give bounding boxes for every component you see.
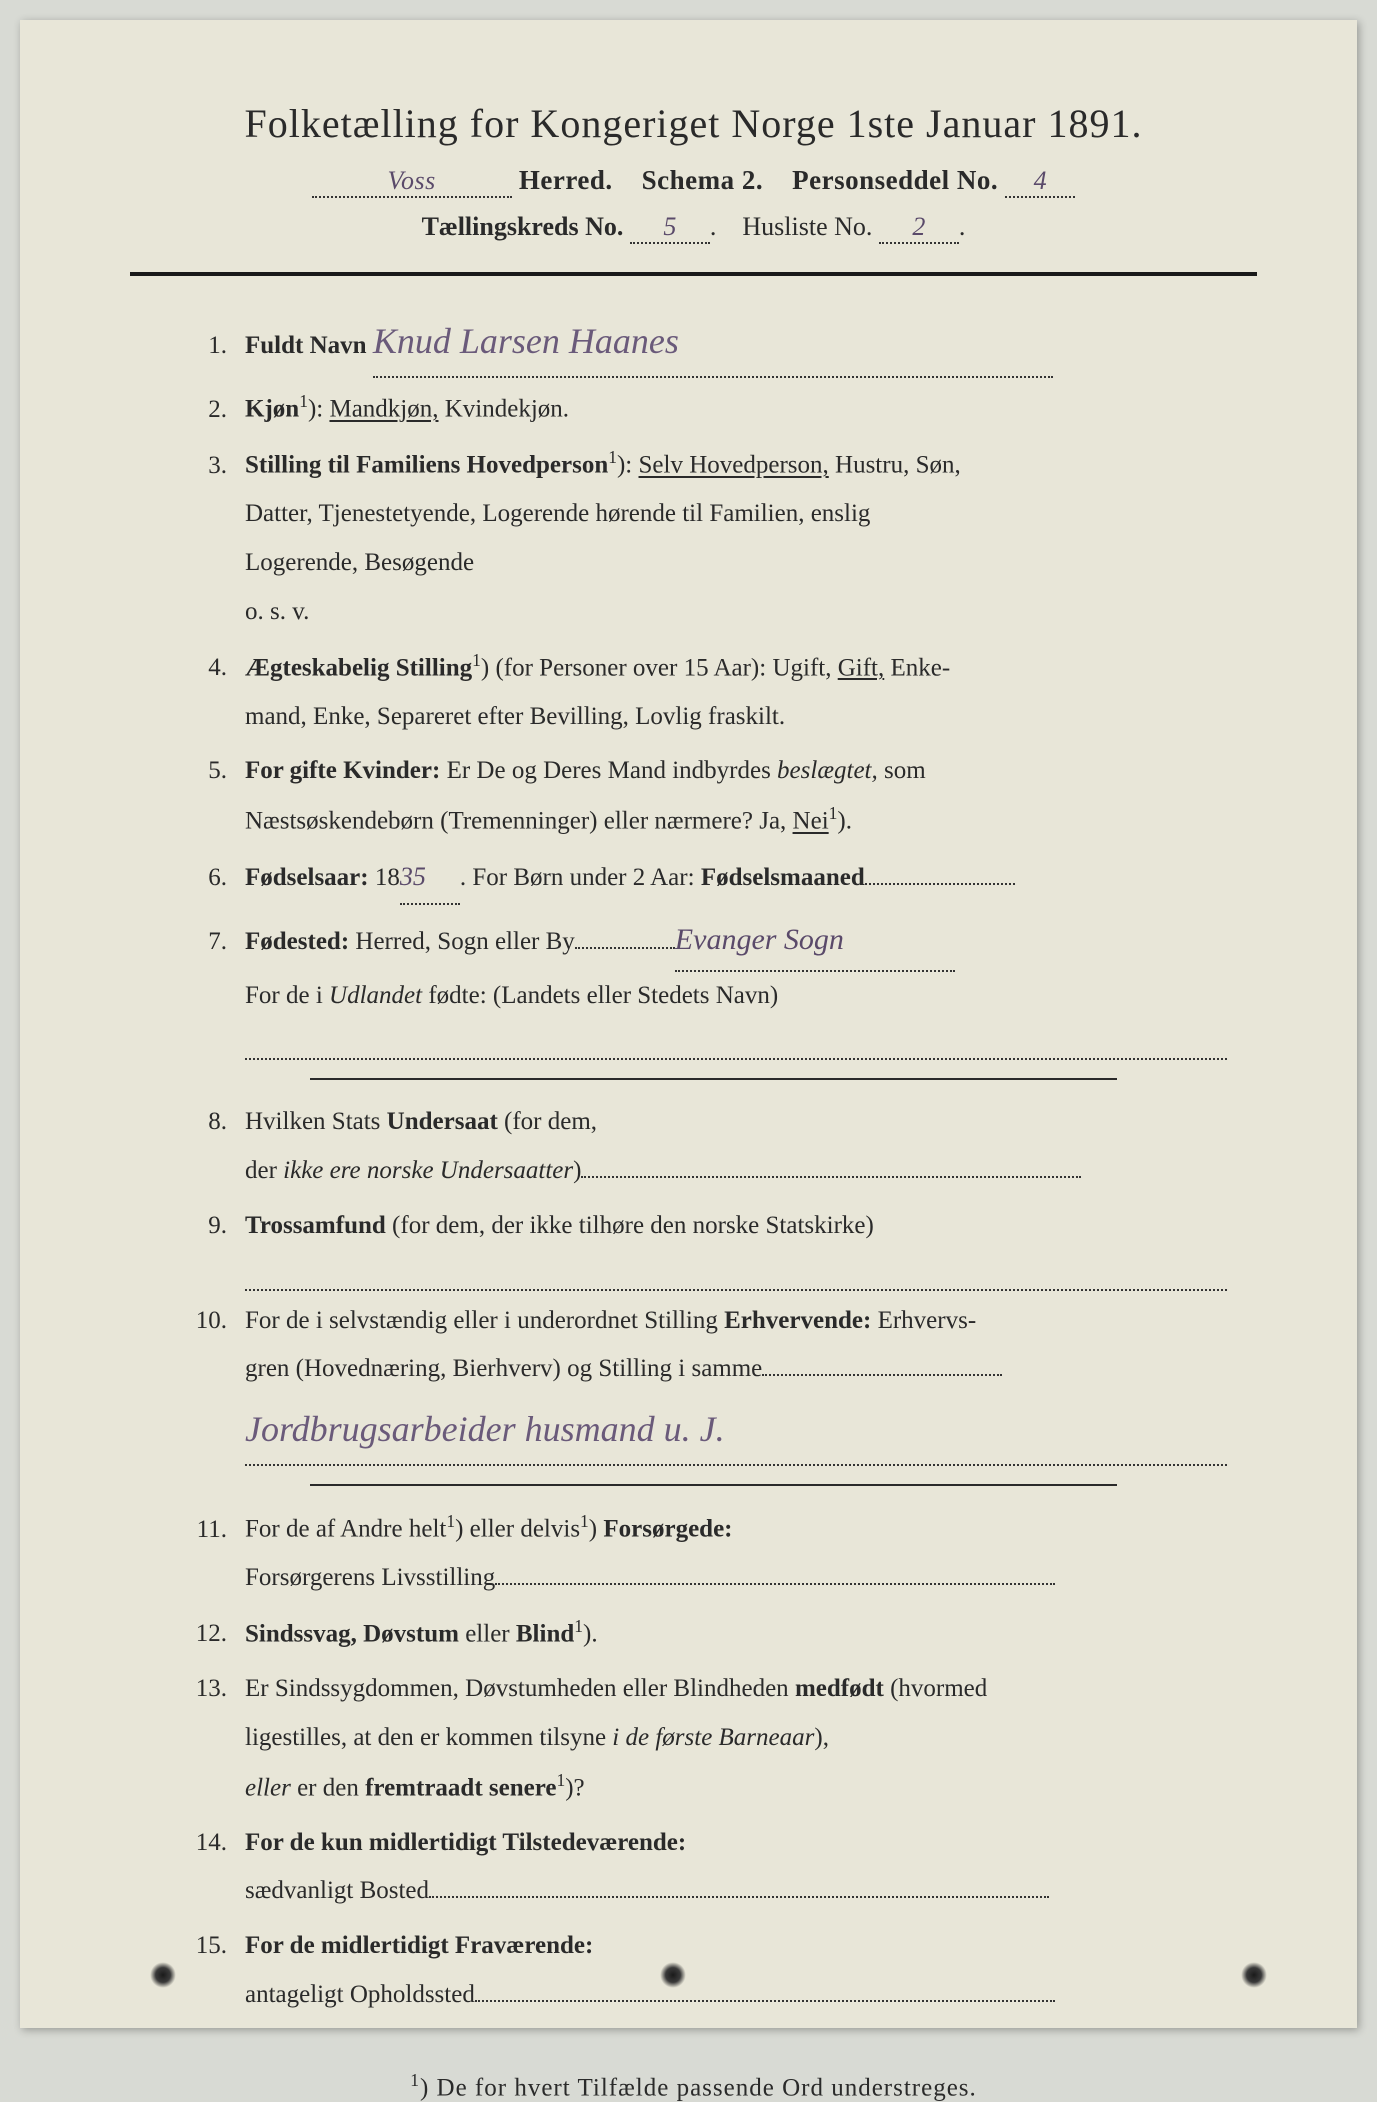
q13-num: 13. xyxy=(190,1665,245,1713)
personseddel-label: Personseddel No. xyxy=(792,165,998,195)
header-rule xyxy=(130,272,1257,276)
q9-label: Trossamfund xyxy=(245,1212,386,1239)
q14-label: For de kun midlertidigt Tilstedeværende: xyxy=(245,1829,686,1856)
husliste-value: 2 xyxy=(912,212,925,241)
q12-label: Sindssvag, Døvstum xyxy=(245,1620,459,1647)
q10-num: 10. xyxy=(190,1297,245,1345)
q5-label: For gifte Kvinder: xyxy=(245,757,440,784)
q9-row: 9. Trossamfund (for dem, der ikke tilhør… xyxy=(190,1202,1227,1291)
q4-line2: mand, Enke, Separeret efter Bevilling, L… xyxy=(245,703,785,730)
q4-row: 4. Ægteskabelig Stilling1) (for Personer… xyxy=(190,643,1227,742)
divider-2 xyxy=(310,1484,1117,1486)
form-body: 1. Fuldt Navn Knud Larsen Haanes 2. Kjøn… xyxy=(130,306,1257,2020)
q7-blank xyxy=(245,1020,1227,1060)
q2-underlined: Mandkjøn, xyxy=(329,396,438,423)
punch-hole-icon xyxy=(1241,1962,1267,1988)
q9-blank xyxy=(245,1251,1227,1291)
q1-row: 1. Fuldt Navn Knud Larsen Haanes xyxy=(190,306,1227,378)
q4-num: 4. xyxy=(190,644,245,692)
q5-line2: Næstsøskendebørn (Tremenninger) eller næ… xyxy=(245,808,793,835)
q11-num: 11. xyxy=(190,1506,245,1554)
q3-row: 3. Stilling til Familiens Hovedperson1):… xyxy=(190,440,1227,636)
q11-row: 11. For de af Andre helt1) eller delvis1… xyxy=(190,1504,1227,1603)
q15-label: For de midlertidigt Fraværende: xyxy=(245,1932,593,1959)
kreds-label: Tællingskreds No. xyxy=(422,212,624,241)
q7-row: 7. Fødested: Herred, Sogn eller ByEvange… xyxy=(190,911,1227,1060)
q6-row: 6. Fødselsaar: 1835. For Børn under 2 Aa… xyxy=(190,852,1227,905)
q15-num: 15. xyxy=(190,1922,245,1970)
header-line-1: Voss Herred. Schema 2. Personseddel No. … xyxy=(130,165,1257,198)
q6-num: 6. xyxy=(190,854,245,902)
q6-year: 35 xyxy=(400,862,426,891)
q4-label: Ægteskabelig Stilling xyxy=(245,654,472,681)
q3-line2: Datter, Tjenestetyende, Logerende hørend… xyxy=(245,500,870,527)
q5-nei: Nei xyxy=(793,808,829,835)
q10-value: Jordbrugsarbeider husmand u. J. xyxy=(245,1409,725,1449)
q1-value: Knud Larsen Haanes xyxy=(373,321,679,361)
punch-hole-icon xyxy=(150,1962,176,1988)
q1-num: 1. xyxy=(190,322,245,370)
q3-selv: Selv Hovedperson, xyxy=(639,452,829,479)
q2-label: Kjøn xyxy=(245,396,299,423)
q7-label: Fødested: xyxy=(245,928,349,955)
punch-hole-icon xyxy=(660,1962,686,1988)
q12-num: 12. xyxy=(190,1610,245,1658)
q3-line3: Logerende, Besøgende xyxy=(245,549,474,576)
q8-num: 8. xyxy=(190,1098,245,1146)
herred-label: Herred. xyxy=(519,165,613,195)
kreds-value: 5 xyxy=(663,212,676,241)
personseddel-value: 4 xyxy=(1034,166,1048,195)
q14-row: 14. For de kun midlertidigt Tilstedevære… xyxy=(190,1819,1227,1917)
schema-label: Schema 2. xyxy=(642,165,764,195)
q9-num: 9. xyxy=(190,1202,245,1250)
q15-row: 15. For de midlertidigt Fraværende: anta… xyxy=(190,1922,1227,2020)
q7-num: 7. xyxy=(190,918,245,966)
q5-row: 5. For gifte Kvinder: Er De og Deres Man… xyxy=(190,747,1227,846)
q3-label: Stilling til Familiens Hovedperson xyxy=(245,452,608,479)
q2-num: 2. xyxy=(190,386,245,434)
census-form-page: Folketælling for Kongeriget Norge 1ste J… xyxy=(20,20,1357,2028)
q3-num: 3. xyxy=(190,442,245,490)
q2-row: 2. Kjøn1): Mandkjøn, Kvindekjøn. xyxy=(190,384,1227,434)
q10-row: 10. For de i selvstændig eller i underor… xyxy=(190,1297,1227,1467)
footnote: 1) De for hvert Tilfælde passende Ord un… xyxy=(130,2070,1257,2102)
q14-num: 14. xyxy=(190,1819,245,1867)
q13-row: 13. Er Sindssygdommen, Døvstumheden elle… xyxy=(190,1665,1227,1813)
form-title: Folketælling for Kongeriget Norge 1ste J… xyxy=(130,100,1257,147)
divider-1 xyxy=(310,1078,1117,1080)
q8-row: 8. Hvilken Stats Undersaat (for dem, der… xyxy=(190,1098,1227,1196)
q6-label: Fødselsaar: xyxy=(245,864,369,891)
q4-gift: Gift, xyxy=(838,654,885,681)
q7-value: Evanger Sogn xyxy=(675,911,955,972)
q3-line4: o. s. v. xyxy=(245,598,309,625)
q5-num: 5. xyxy=(190,747,245,795)
husliste-label: Husliste No. xyxy=(742,212,872,241)
header-line-2: Tællingskreds No. 5. Husliste No. 2. xyxy=(130,212,1257,244)
q12-row: 12. Sindssvag, Døvstum eller Blind1). xyxy=(190,1609,1227,1659)
q1-label: Fuldt Navn xyxy=(245,332,367,359)
herred-value: Voss xyxy=(388,166,436,195)
